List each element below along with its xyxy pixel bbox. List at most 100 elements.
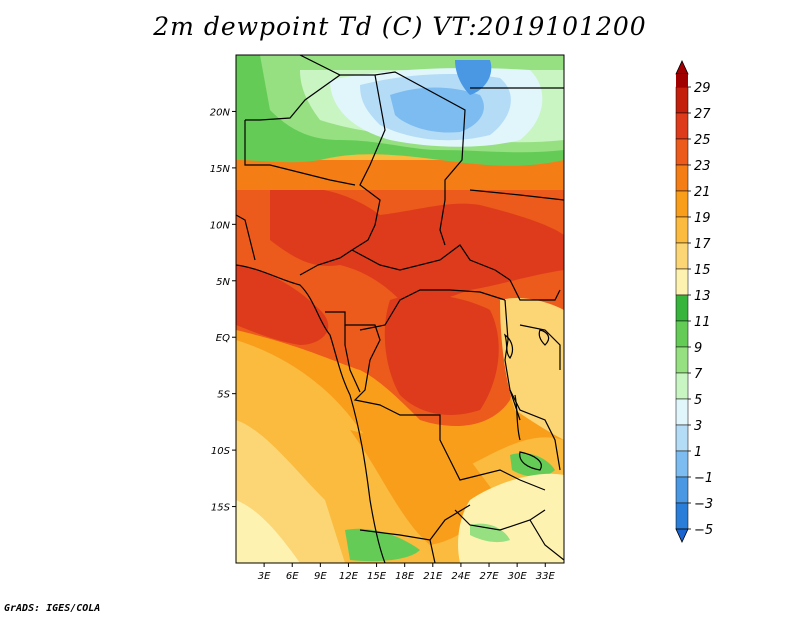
border-line	[244, 120, 270, 166]
colorbar: 29 27 25 23 21 19 17 15 13 11 9 7 5 3 1 −1 −3 −5	[675, 60, 713, 543]
lat-tick-label: 15S	[211, 503, 231, 514]
field-south-green-2	[470, 523, 510, 543]
colorbar-label: 23	[694, 159, 711, 174]
lon-tick-label: 12E	[339, 571, 359, 582]
border-line	[351, 244, 511, 281]
colorbar-swatch	[675, 502, 689, 530]
colorbar-label: 27	[694, 107, 711, 122]
colorbar-swatch	[675, 346, 689, 374]
longitude-axis: 3E 6E 9E 12E 15E 18E 21E 24E 27E 30E 33E	[258, 563, 556, 582]
lon-tick-label: 33E	[536, 571, 556, 582]
lon-tick-label: 21E	[423, 571, 443, 582]
coastline-west	[236, 264, 386, 563]
colorbar-swatch	[675, 164, 689, 192]
dewpoint-field	[236, 55, 564, 563]
border-line	[504, 299, 521, 421]
border-line	[454, 509, 546, 531]
lat-tick-label: 5S	[217, 390, 230, 401]
lon-tick-label: 6E	[286, 571, 299, 582]
colorbar-label: 11	[694, 315, 711, 330]
colorbar-swatch	[675, 112, 689, 140]
colorbar-label: 17	[694, 237, 711, 252]
lake-outline	[503, 333, 514, 360]
border-line	[351, 74, 386, 251]
colorbar-label: 21	[694, 185, 711, 200]
lat-tick-label: 10S	[211, 446, 231, 457]
colorbar-swatch	[675, 476, 689, 504]
colorbar-swatch	[675, 242, 689, 270]
lon-tick-label: 27E	[480, 571, 500, 582]
border-line	[509, 279, 561, 301]
lon-tick-label: 30E	[508, 571, 528, 582]
colorbar-label: 29	[694, 81, 711, 96]
border-line	[519, 324, 561, 370]
colorbar-swatch	[675, 216, 689, 244]
border-line	[299, 249, 353, 276]
border-line	[353, 359, 451, 461]
colorbar-swatch	[675, 294, 689, 322]
latitude-axis: 20N 15N 10N 5N EQ 5S 10S 15S	[210, 107, 236, 514]
map-frame	[235, 54, 565, 564]
field-sw-pale	[236, 500, 300, 563]
lat-tick-label: 20N	[210, 107, 231, 118]
lat-tick-label: 15N	[210, 164, 231, 175]
colorbar-label: 5	[694, 393, 702, 408]
grads-credit: GrADS: IGES/COLA	[4, 603, 101, 614]
lon-tick-label: 18E	[395, 571, 415, 582]
field-east-pale	[458, 473, 564, 563]
field-deep-blue	[455, 60, 492, 95]
border-line	[269, 164, 356, 186]
colorbar-swatch	[675, 398, 689, 426]
border-line	[529, 519, 564, 561]
border-line	[439, 199, 446, 246]
colorbar-swatch	[675, 320, 689, 348]
colorbar-label: −3	[694, 497, 713, 512]
colorbar-swatch	[675, 450, 689, 478]
field-deep-red-2	[236, 265, 329, 345]
colorbar-swatch	[675, 138, 689, 166]
border-line	[245, 74, 341, 121]
lat-tick-label: 5N	[216, 277, 230, 288]
lake-outline	[514, 394, 521, 441]
border-line	[359, 289, 506, 331]
colorbar-swatch	[676, 74, 688, 87]
colorbar-label: −1	[694, 471, 713, 486]
colorbar-top-arrow	[675, 60, 689, 75]
field-sahel-orange	[236, 160, 564, 190]
colorbar-label: 1	[694, 445, 702, 460]
field-south-green	[345, 528, 420, 562]
colorbar-swatch	[675, 190, 689, 218]
field-blue	[390, 87, 484, 133]
lake-outline	[538, 329, 550, 346]
colorbar-label: 19	[694, 211, 711, 226]
field-congo-red	[384, 294, 499, 415]
colorbar-label: 13	[694, 289, 711, 304]
border-line	[344, 325, 361, 393]
border-line	[469, 189, 564, 201]
border-line	[236, 214, 256, 261]
map-title: 2m dewpoint Td (C) VT:2019101200	[153, 12, 647, 41]
lake-outline	[519, 451, 542, 471]
lon-tick-label: 15E	[367, 571, 387, 582]
colorbar-label: 15	[694, 263, 711, 278]
colorbar-label: −5	[694, 523, 713, 538]
colorbar-label: 3	[694, 419, 702, 434]
country-borders	[236, 55, 564, 563]
colorbar-label: 25	[694, 133, 711, 148]
lat-tick-label: EQ	[216, 333, 230, 344]
lon-tick-label: 24E	[451, 571, 471, 582]
lon-tick-label: 3E	[258, 571, 271, 582]
colorbar-label: 9	[694, 341, 702, 356]
field-deep-red	[270, 187, 564, 305]
colorbar-swatch	[675, 268, 689, 296]
border-line	[429, 539, 436, 563]
colorbar-label: 7	[694, 367, 703, 382]
border-line	[299, 55, 466, 200]
colorbar-swatch	[675, 424, 689, 452]
lon-tick-label: 9E	[314, 571, 327, 582]
border-line	[449, 459, 546, 491]
colorbar-swatch	[675, 86, 689, 114]
lat-tick-label: 10N	[210, 220, 231, 231]
colorbar-swatch	[675, 372, 689, 400]
